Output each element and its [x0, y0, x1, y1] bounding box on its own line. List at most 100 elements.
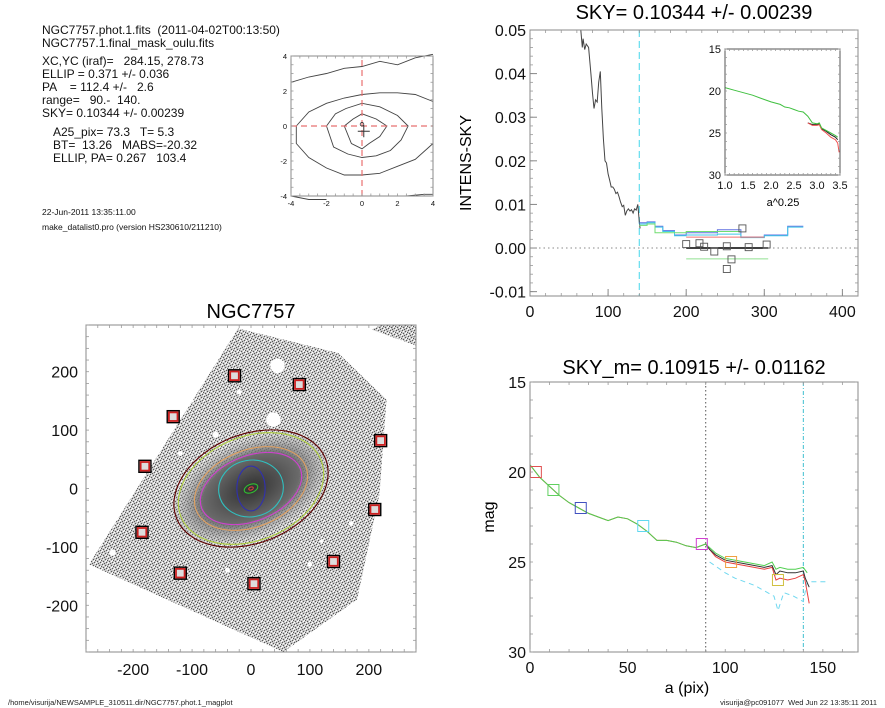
masked-star [212, 431, 219, 438]
sky-point-marker [762, 240, 771, 249]
info-sky: SKY= 0.10344 +/- 0.00239 [42, 106, 185, 120]
sky-box-inner [168, 411, 179, 422]
profile-marker [695, 538, 708, 550]
sky-box-outer [166, 409, 180, 424]
isophote-ellipse [199, 451, 303, 526]
x-tick-label: 0 [360, 199, 364, 208]
inset-x-tick-label: 3.5 [832, 180, 847, 192]
masked-star [177, 451, 183, 456]
center-circle [359, 122, 365, 127]
contour-line [290, 195, 327, 200]
x-tick-label: 400 [829, 304, 856, 321]
intens-sky-frame [529, 29, 859, 297]
inset-y-tick-label: 30 [709, 170, 721, 182]
series-step-green [639, 223, 741, 234]
footer-path: /home/visurija/NEWSAMPLE_310511.dir/NGC7… [8, 698, 233, 707]
profile-marker [771, 574, 784, 586]
y-tick-label: 0.02 [495, 154, 526, 171]
sky-box-inner [175, 567, 186, 579]
inset-y-tick-label: 15 [709, 44, 721, 56]
intens-sky-title: SKY= 0.10344 +/- 0.00239 [576, 2, 813, 24]
info-program: make_datalist0.pro (version HS230610/211… [42, 222, 222, 232]
sky-box-inner [328, 556, 339, 567]
sky-box-inner [139, 461, 151, 472]
inset-frame [724, 48, 841, 176]
masked-star [348, 521, 354, 526]
x-tick-label: -2 [323, 199, 330, 208]
contour-line [290, 53, 434, 83]
sky-point-marker [722, 265, 731, 273]
info-pa: PA = 112.4 +/- 2.6 [42, 80, 154, 94]
galaxy-body [171, 430, 331, 547]
x-tick-label: 200 [673, 304, 700, 321]
profile-marker [574, 502, 587, 514]
x-tick-label: -100 [176, 662, 208, 679]
sky-point-marker [710, 247, 719, 256]
inset-series-red [807, 122, 840, 153]
isophote-ellipse [177, 432, 325, 545]
isophote-ellipse [173, 429, 329, 548]
isophote-ellipse [193, 446, 309, 531]
info-ellip: ELLIP = 0.371 +/- 0.036 [42, 67, 170, 81]
inset-bg [725, 49, 840, 175]
mag-profile-plot: 0 50 100 150 15 20 25 30 [508, 375, 859, 677]
mag-frame [529, 381, 859, 653]
y-tick-label: 25 [508, 555, 526, 572]
sky-point-marker [738, 224, 747, 233]
inset-y-tick-label: 25 [709, 128, 721, 140]
x-tick-label: 50 [619, 660, 637, 677]
centroid-contour-plot: -4 -2 0 2 4 -4 -2 0 2 4 [280, 52, 435, 208]
y-tick-label: 200 [51, 365, 78, 382]
intens-sky-inset-plot: 1.0 1.5 2.0 2.5 3.0 3.5 15 20 25 30 [709, 44, 848, 192]
masked-star [266, 412, 281, 427]
sky-box-outer [227, 369, 242, 383]
y-tick-label: -100 [46, 540, 78, 557]
y-tick-label: 0 [69, 482, 78, 499]
galaxy-image-plot: -200 -100 0 100 200 -200 -100 0 100 200 [46, 324, 417, 679]
masked-star [225, 567, 230, 573]
sky-point-marker [722, 242, 731, 251]
series-red [529, 464, 810, 604]
series-cyan-dashed [709, 561, 827, 613]
x-tick-label: 300 [751, 304, 778, 321]
x-tick-label: 150 [810, 660, 837, 677]
info-range: range= 90.- 140. [42, 93, 141, 107]
sky-box-inner [229, 370, 240, 382]
masked-star [109, 549, 116, 556]
isophote-ellipse [236, 465, 266, 512]
isophote-ellipse [218, 459, 284, 518]
sky-box-inner [369, 504, 380, 515]
y-tick-label: 30 [508, 645, 526, 662]
mag-profile-title: SKY_m= 0.10915 +/- 0.01162 [562, 357, 825, 379]
info-file-line: NGC7757.phot.1.fits (2011-04-02T00:13:50… [42, 23, 280, 37]
sky-point-marker [682, 240, 691, 249]
inset-xlabel: a^0.25 [767, 197, 800, 209]
sky-box-outer [138, 459, 152, 474]
masked-star [270, 358, 285, 374]
contour-line [326, 102, 409, 158]
profile-marker [725, 556, 738, 568]
inset-x-tick-label: 2.5 [786, 180, 801, 192]
y-tick-label: 0.04 [495, 67, 526, 84]
isophote-ellipse [243, 483, 259, 494]
mag-profile-ylabel: mag [481, 501, 498, 532]
intens-sky-axes: 0 100 200 300 400 -0.01 0.00 0.01 0.02 0.03 0.04 0.… [490, 23, 859, 321]
info-mask-line: NGC7757.1.final_mask_oulu.fits [42, 36, 215, 50]
mag-profile-xlabel: a (pix) [665, 680, 709, 697]
sky-box-outer [247, 576, 261, 591]
galaxy-image-title: NGC7757 [207, 301, 296, 323]
y-tick-label: -200 [46, 598, 78, 615]
x-tick-label: 200 [356, 662, 383, 679]
masked-star [307, 562, 313, 567]
y-tick-label: 4 [283, 52, 287, 61]
sky-point-marker [744, 243, 753, 252]
series-green [529, 464, 808, 574]
info-center: XC,YC (iraf)= 284.15, 278.73 [42, 54, 204, 68]
masked-star [319, 539, 324, 543]
x-tick-label: 2 [395, 199, 399, 208]
contour-line [295, 92, 434, 176]
x-tick-label: 100 [297, 662, 324, 679]
series-profile [580, 30, 641, 229]
y-tick-label: 20 [508, 465, 526, 482]
